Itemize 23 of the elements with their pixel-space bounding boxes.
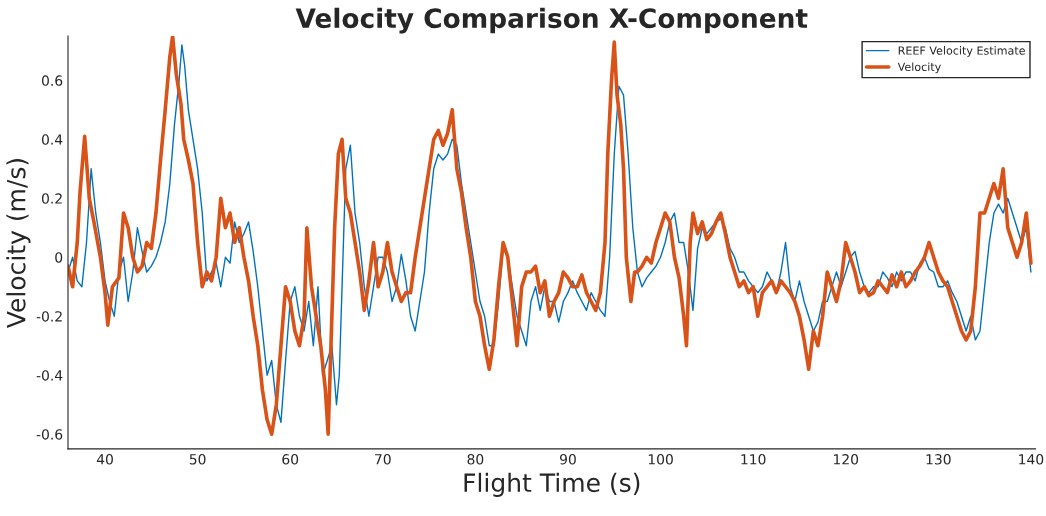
x-tick-label: 110 (741, 454, 766, 465)
x-axis-title: Flight Time (s) (464, 472, 640, 497)
y-axis-title: Velocity (m/s) (6, 159, 31, 328)
x-tick-label: 120 (834, 454, 859, 465)
y-tick-label: 0.2 (41, 193, 62, 204)
x-tick-label: 130 (926, 454, 951, 465)
y-tick-label: 0 (55, 252, 63, 263)
x-tick-label: 60 (282, 454, 299, 465)
chart-title: Velocity Comparison X-Component (295, 7, 808, 34)
legend-label: Velocity (897, 62, 941, 74)
x-tick-label: 100 (648, 454, 673, 465)
y-tick-label: -0.4 (36, 370, 63, 381)
y-tick-label: 0.4 (41, 134, 63, 145)
x-tick-label: 90 (560, 454, 576, 465)
y-tick-label: 0.6 (41, 75, 63, 86)
y-tick-label: -0.2 (36, 311, 62, 322)
x-tick-label: 70 (375, 454, 391, 465)
legend-label: REEF Velocity Estimate (898, 46, 1025, 57)
x-tick-label: 40 (96, 454, 113, 465)
x-tick-label: 50 (189, 454, 206, 465)
x-tick-label: 140 (1019, 454, 1044, 465)
x-tick-label: 80 (467, 454, 484, 465)
y-tick-label: -0.6 (36, 429, 63, 440)
